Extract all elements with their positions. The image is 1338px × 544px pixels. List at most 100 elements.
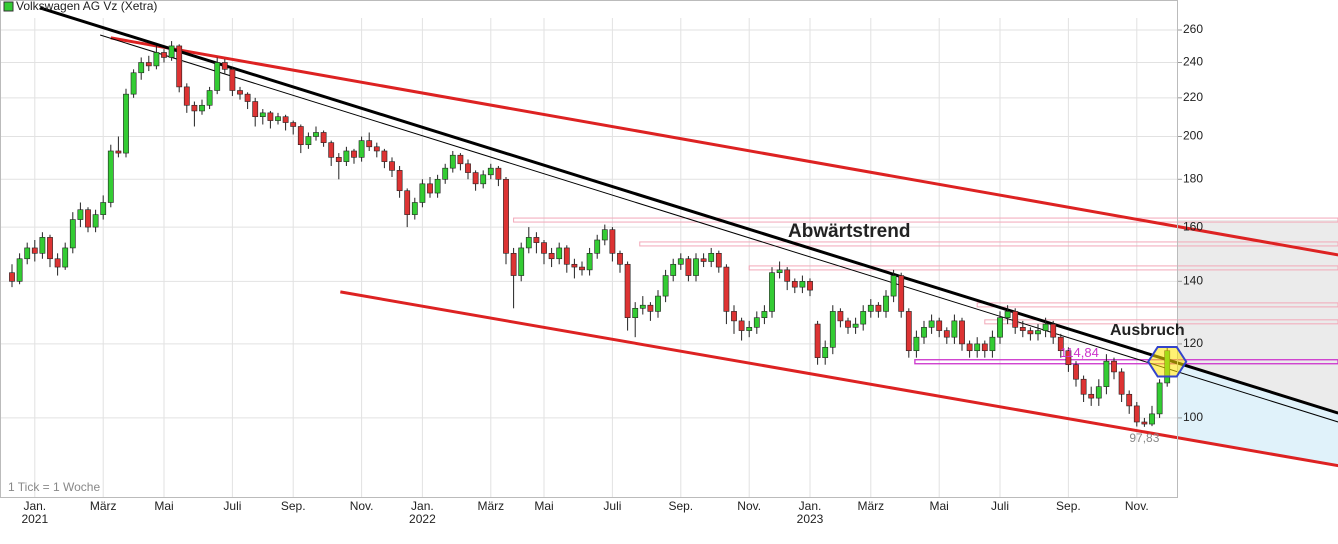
candle-body [138, 62, 145, 74]
candle-body [465, 163, 471, 173]
candle-body [153, 52, 160, 67]
price-label: 114,84 [1060, 345, 1099, 360]
candle-body [632, 307, 639, 318]
candle-body [1004, 311, 1011, 318]
candle-body [563, 247, 570, 265]
y-tick-label: 100 [1183, 410, 1203, 424]
candle-body [85, 209, 91, 228]
candle-body [791, 281, 798, 288]
candle-body [921, 327, 927, 338]
x-tick-label: Mai [534, 499, 553, 513]
candle-body [366, 140, 373, 148]
candle-body [1065, 350, 1072, 366]
horizontal-line [748, 265, 1338, 271]
candle-body [731, 311, 737, 322]
candle-body [31, 247, 38, 254]
candle-body [343, 150, 350, 162]
candle-body [191, 104, 198, 112]
candle-body [130, 72, 137, 95]
candle-body [898, 275, 905, 312]
y-tick-label: 120 [1183, 336, 1203, 350]
candle-body [358, 140, 365, 158]
footnote: 1 Tick = 1 Woche [8, 480, 100, 494]
candle-body [123, 93, 129, 154]
candle-body [16, 258, 23, 282]
horizontal-line [639, 241, 1338, 247]
candle-body [746, 327, 753, 331]
candle-body [943, 330, 950, 338]
candle-body [115, 150, 122, 154]
candle-body [845, 320, 851, 328]
trendline [100, 34, 1338, 423]
candle-body [525, 237, 532, 249]
candle-body [677, 258, 684, 265]
candle-body [769, 272, 775, 312]
candle-body [1149, 413, 1155, 425]
x-tick-label: Mai [154, 499, 173, 513]
y-tick-label: 180 [1183, 171, 1203, 185]
candle-body [419, 183, 426, 203]
x-tick-label: Sep. [1056, 499, 1081, 513]
candle-body [905, 311, 912, 352]
candle-body [1019, 327, 1026, 331]
candle-body [951, 320, 958, 338]
x-tick-label: Juli [223, 499, 241, 513]
y-tick-label: 200 [1183, 129, 1203, 143]
candle-body [62, 247, 69, 268]
plot-frame [0, 0, 1178, 498]
candle-body [427, 183, 433, 194]
candle-body [647, 304, 654, 312]
candle-body [1035, 330, 1041, 335]
x-tick-label: Nov. [737, 499, 761, 513]
candle-body [852, 323, 859, 328]
candle-body [237, 90, 243, 95]
candle-body [822, 346, 829, 358]
candle-body [92, 214, 99, 228]
candle-body [989, 336, 996, 352]
candle-body [480, 174, 487, 185]
candle-body [1042, 323, 1049, 331]
candle-body [867, 304, 874, 312]
candle-body [837, 311, 844, 322]
candle-body [579, 266, 585, 271]
candle-body [404, 190, 411, 215]
candle-body [39, 237, 46, 254]
candle-body [259, 112, 266, 118]
candle-body [556, 247, 563, 260]
candle-body [875, 304, 882, 312]
legend-swatch [3, 1, 14, 12]
candle-body [214, 62, 221, 91]
zone-shade [1178, 363, 1338, 466]
candle-body [381, 150, 388, 162]
candle-body [981, 343, 988, 352]
x-tick-label: März [90, 499, 117, 513]
candle-body [411, 202, 418, 215]
candle-body [708, 253, 715, 262]
candle-body [1095, 386, 1102, 399]
candle-body [47, 237, 53, 260]
candle-body [221, 62, 228, 70]
candle-body [1088, 393, 1095, 399]
candle-body [495, 167, 502, 180]
x-tick-label: Juli [991, 499, 1009, 513]
y-tick-label: 220 [1183, 90, 1203, 104]
y-tick-label: 160 [1183, 219, 1203, 233]
candle-body [655, 295, 661, 312]
candle-body [1103, 360, 1110, 387]
candle-body [305, 136, 312, 146]
x-tick-label: Nov. [350, 499, 374, 513]
x-tick-label: Jan. 2023 [797, 499, 824, 526]
candle-body [176, 45, 183, 88]
candle-body [776, 269, 783, 274]
candle-body [206, 90, 213, 106]
candle-body [472, 172, 479, 185]
candle-body [69, 219, 76, 249]
candle-body [335, 157, 342, 162]
candle-body [100, 202, 107, 215]
candle-body [389, 161, 395, 171]
candle-body [487, 167, 494, 176]
candle-body [829, 311, 836, 348]
x-tick-label: Nov. [1125, 499, 1149, 513]
